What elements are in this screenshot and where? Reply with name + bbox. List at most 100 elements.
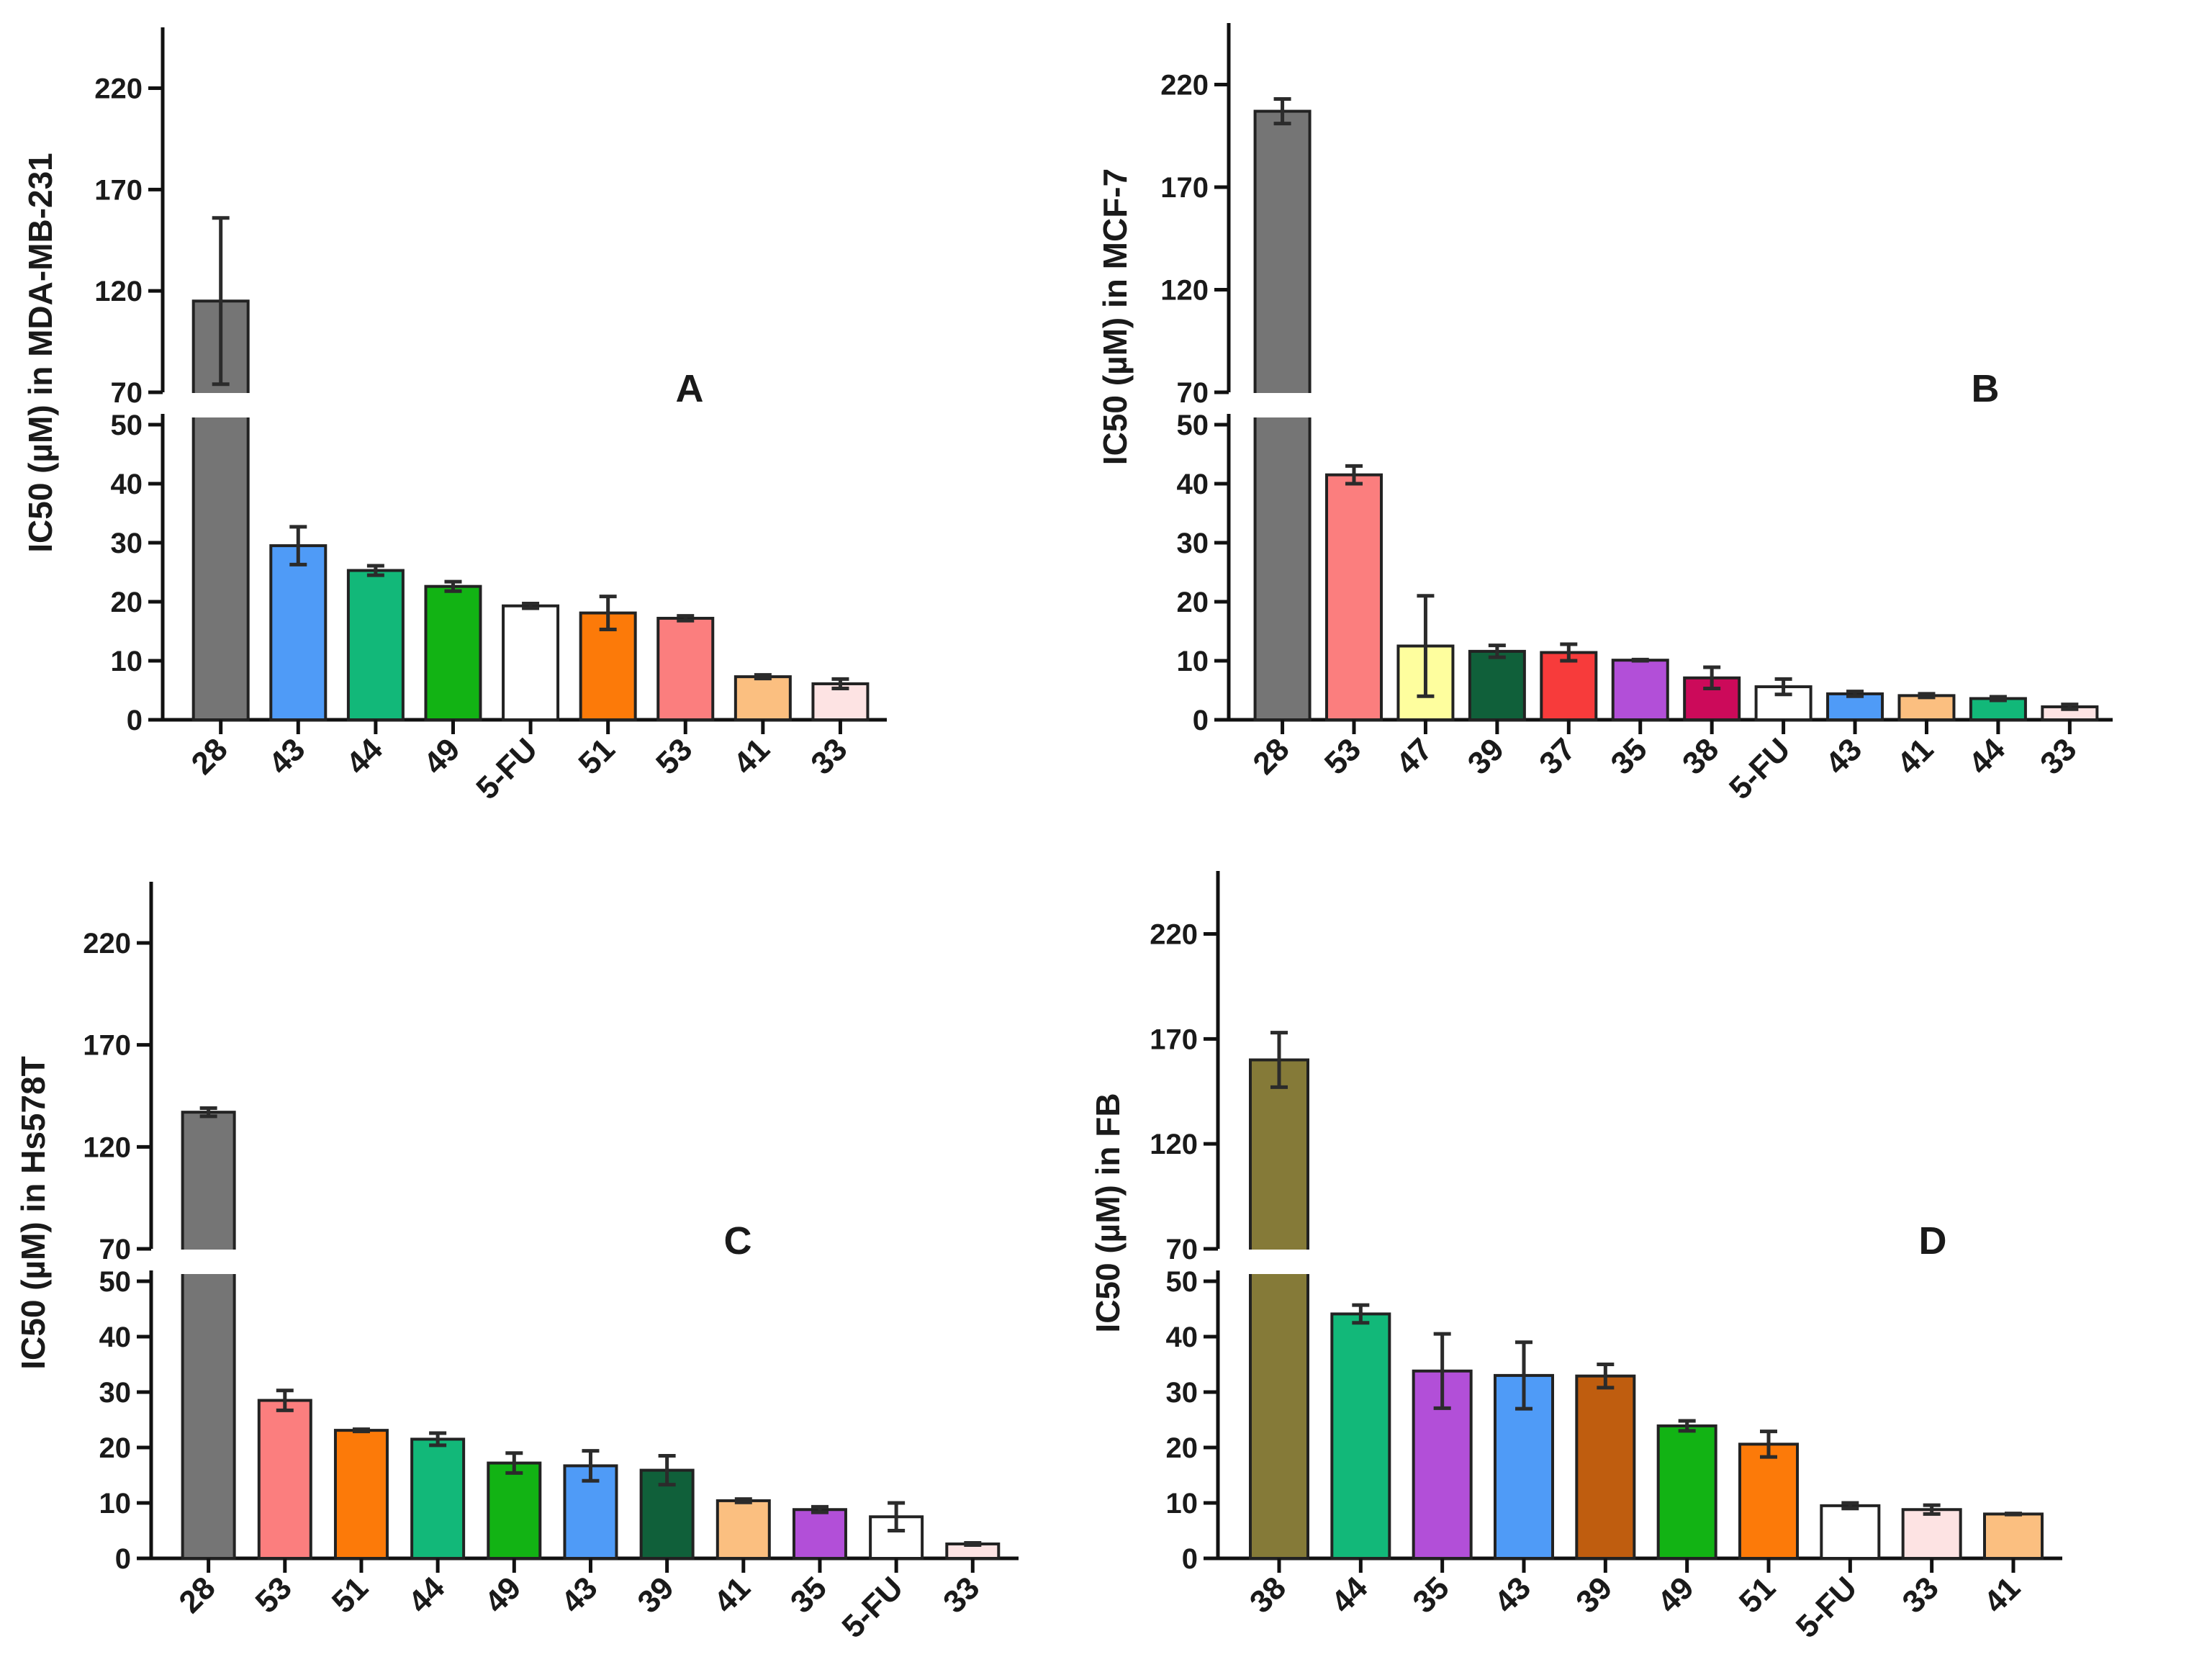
bar [1611, 659, 1669, 721]
x-tick-label: 39 [1461, 731, 1511, 781]
axis-break-gap [1224, 395, 1234, 412]
x-tick-label: 5-FU [469, 731, 544, 806]
x-tick-label: 44 [1324, 1570, 1375, 1620]
y-tick-label: 170 [1150, 1024, 1198, 1055]
x-tick-label: 33 [936, 1570, 986, 1620]
panel-b-ylabel: IC50 (µM) in MCF-7 [1096, 168, 1134, 465]
axis-break-gap [178, 1250, 239, 1274]
x-tick-label: 51 [572, 731, 621, 781]
bar [181, 1111, 236, 1259]
x-tick-label: 35 [1406, 1570, 1455, 1620]
bar [410, 1437, 466, 1560]
x-tick-label: 33 [2033, 731, 2083, 781]
y-tick-label: 30 [1177, 528, 1209, 559]
y-tick-label: 10 [1166, 1488, 1198, 1519]
x-tick-label: 37 [1532, 731, 1582, 781]
y-tick-label: 0 [115, 1543, 131, 1575]
bar [1325, 473, 1383, 721]
x-tick-label: 43 [1819, 731, 1869, 781]
axis-break-gap [158, 395, 168, 412]
x-tick-label: 53 [249, 1570, 299, 1620]
y-tick-label: 70 [1177, 377, 1209, 409]
axis-break-gap [1214, 1252, 1224, 1269]
bar [792, 1508, 847, 1560]
x-tick-label: 43 [1488, 1570, 1538, 1620]
x-tick-label: 43 [262, 731, 312, 781]
bar [1826, 692, 1884, 721]
bar [656, 616, 715, 722]
y-tick-label: 20 [99, 1432, 132, 1464]
bar [257, 1399, 312, 1561]
bar [733, 675, 792, 722]
x-tick-label: 33 [804, 731, 854, 781]
y-tick-label: 20 [1177, 587, 1209, 618]
x-tick-label: 44 [340, 731, 390, 782]
axis-break-gap [189, 393, 253, 417]
bar [333, 1429, 389, 1560]
bar [1656, 1424, 1717, 1560]
y-tick-label: 40 [1177, 469, 1209, 500]
bar [715, 1499, 771, 1560]
x-tick-label: 43 [554, 1570, 604, 1620]
bar [1820, 1504, 1881, 1561]
bar [1249, 1271, 1309, 1560]
y-tick-label: 220 [94, 73, 143, 105]
panel-d-letter: D [1919, 1219, 1947, 1263]
x-tick-label: 38 [1243, 1570, 1293, 1620]
y-tick-label: 50 [1166, 1266, 1198, 1298]
axis-break-gap [147, 1252, 157, 1269]
x-tick-label: 41 [1890, 731, 1940, 781]
y-tick-label: 0 [127, 705, 143, 736]
bar [1983, 1512, 2044, 1560]
y-tick-label: 70 [111, 377, 143, 409]
y-tick-label: 10 [1177, 646, 1209, 677]
y-tick-label: 220 [83, 928, 131, 959]
x-tick-label: 47 [1389, 731, 1439, 781]
bar [1897, 694, 1956, 722]
x-tick-label: 35 [784, 1570, 834, 1620]
bar [181, 1271, 236, 1560]
bar [487, 1461, 542, 1561]
x-tick-label: 41 [727, 731, 777, 781]
bar [1575, 1374, 1636, 1561]
x-tick-label: 44 [1962, 731, 2013, 782]
x-tick-label: 5-FU [1789, 1570, 1864, 1645]
y-tick-label: 170 [1160, 172, 1209, 204]
bar [1738, 1442, 1799, 1560]
y-tick-label: 10 [111, 646, 143, 677]
y-tick-label: 20 [111, 587, 143, 618]
y-tick-label: 40 [99, 1322, 132, 1353]
y-tick-label: 40 [1166, 1322, 1198, 1353]
x-tick-label: 49 [417, 731, 466, 781]
x-tick-label: 35 [1604, 731, 1654, 781]
x-tick-label: 28 [172, 1570, 222, 1620]
y-tick-label: 40 [111, 469, 143, 500]
bar [502, 604, 560, 721]
bar [1901, 1508, 1962, 1560]
y-tick-label: 0 [1182, 1543, 1198, 1575]
x-tick-label: 5-FU [1723, 731, 1797, 806]
axis-break-gap [1250, 393, 1314, 417]
bar [424, 584, 482, 721]
y-tick-label: 30 [111, 528, 143, 559]
x-tick-label: 49 [478, 1570, 528, 1620]
bar [1249, 1058, 1309, 1259]
y-tick-label: 170 [94, 174, 143, 206]
panel-a-ylabel: IC50 (µM) in MDA-MB-231 [22, 153, 59, 553]
x-tick-label: 51 [1733, 1570, 1782, 1620]
x-tick-label: 44 [402, 1570, 452, 1620]
y-tick-label: 120 [1160, 275, 1209, 307]
bar [579, 611, 637, 722]
panel-d-ylabel: IC50 (µM) in FB [1089, 1093, 1127, 1332]
x-tick-label: 5-FU [835, 1570, 910, 1645]
bar [1468, 649, 1526, 722]
x-tick-label: 49 [1651, 1570, 1700, 1620]
y-tick-label: 10 [99, 1488, 132, 1519]
y-tick-label: 70 [99, 1234, 132, 1265]
bar [1540, 651, 1598, 722]
